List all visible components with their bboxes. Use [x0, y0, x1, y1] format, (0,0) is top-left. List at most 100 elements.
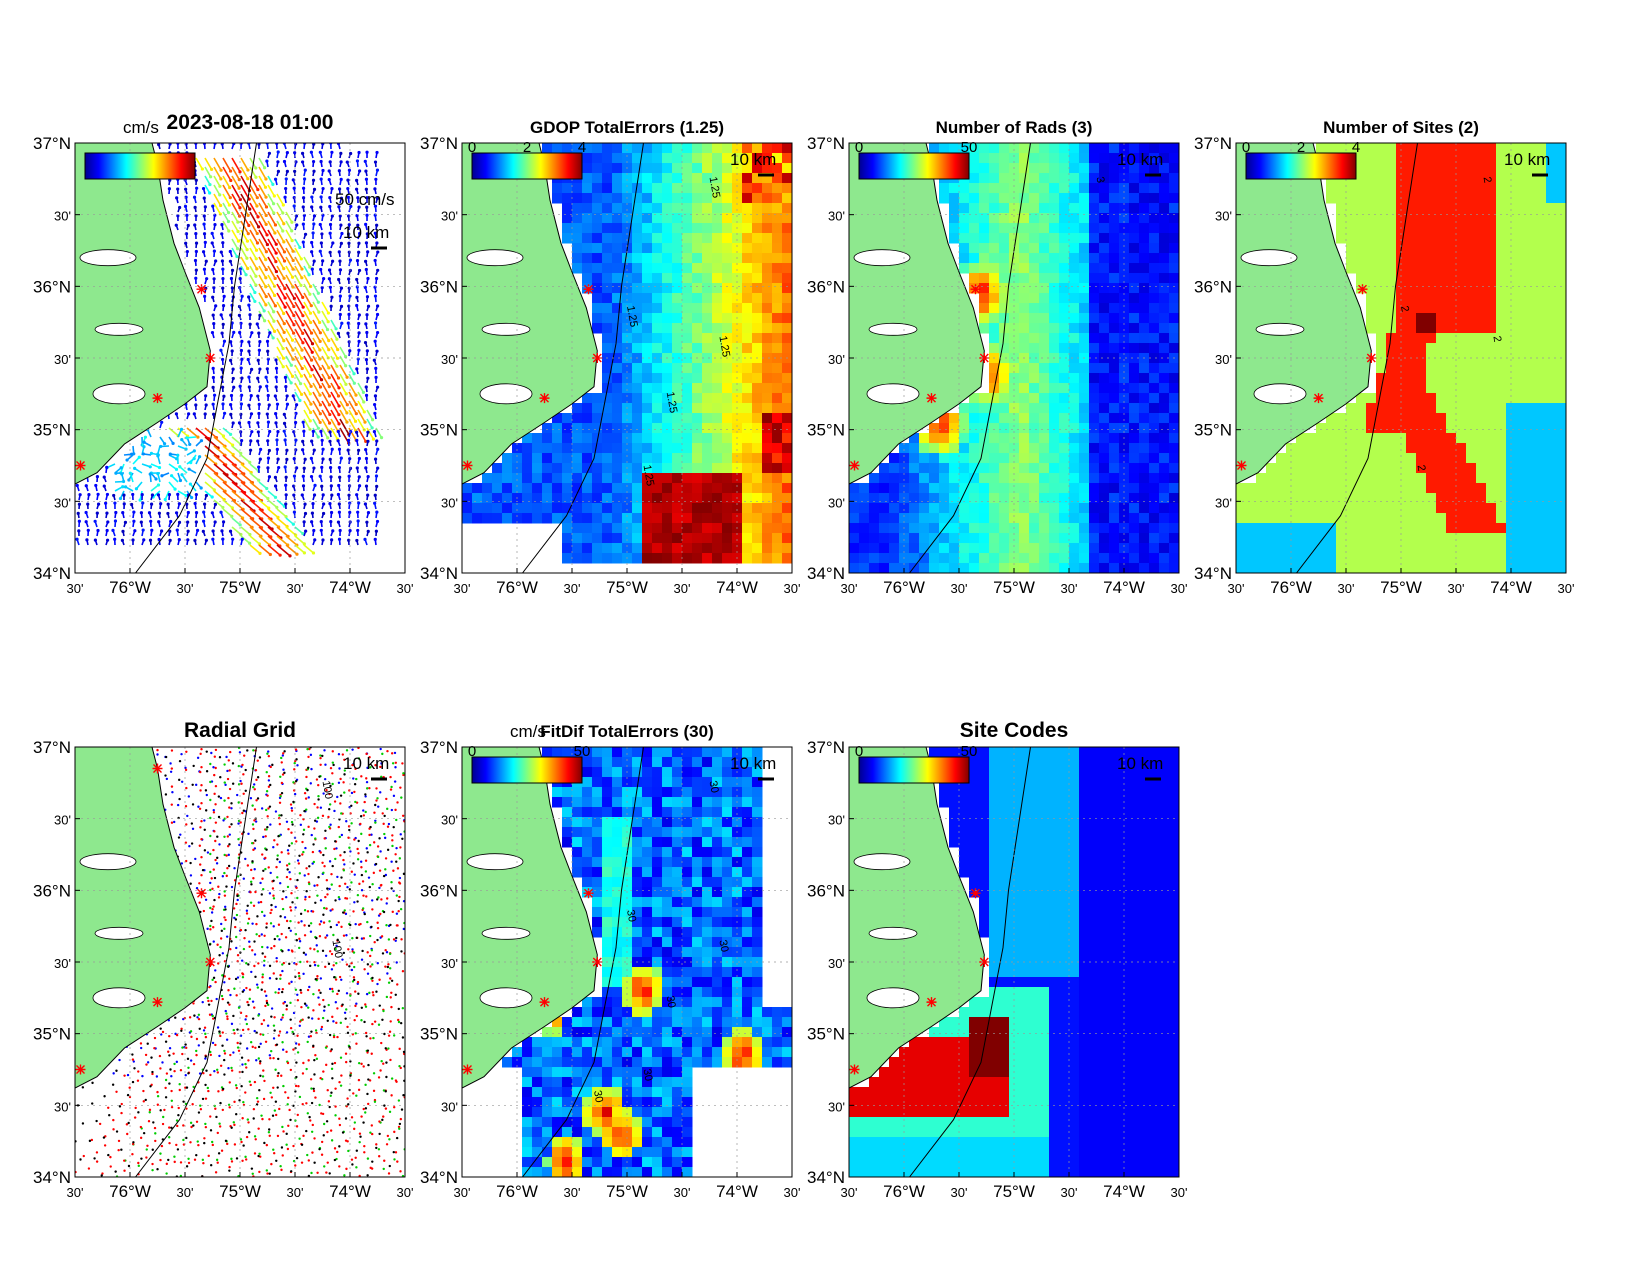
scale-bar: 10 km	[1117, 150, 1163, 177]
isobath-contour	[135, 747, 257, 1177]
lat-tick-label: 36°N	[807, 277, 845, 296]
map-area: 30 30 30 30 30 30	[462, 747, 792, 1177]
lat-tick-label: 30'	[828, 1099, 845, 1114]
gridlines	[462, 747, 792, 1177]
lat-tick-label: 34°N	[807, 564, 845, 583]
panel-title: Number of Sites (2)	[1323, 118, 1479, 137]
contour-label: 1.25	[664, 391, 680, 414]
lon-tick-label: 30'	[1228, 581, 1245, 596]
radar-site-marker	[849, 460, 860, 471]
lon-tick-label: 76°W	[496, 578, 538, 597]
lon-tick-label: 74°W	[716, 1182, 758, 1201]
lon-tick-label: 76°W	[109, 1182, 151, 1201]
sound-water	[92, 987, 146, 1009]
lat-tick-label: 34°N	[1194, 564, 1232, 583]
radar-site-marker	[205, 957, 216, 967]
scale-bar-label: 10 km	[1117, 754, 1163, 773]
lon-tick-label: 30'	[1558, 581, 1575, 596]
radar-site-marker	[583, 284, 594, 295]
lon-tick-label: 30'	[454, 581, 471, 596]
colorbar-gradient	[84, 152, 196, 180]
radar-site-marker	[849, 1064, 860, 1075]
sound-water	[1240, 249, 1298, 267]
panel-title: Site Codes	[960, 719, 1069, 742]
lat-tick-label: 36°N	[420, 881, 458, 900]
lat-tick-label: 37°N	[420, 738, 458, 757]
radar-site-marker	[583, 888, 594, 899]
colorbar: 0 2 4	[1242, 139, 1360, 180]
lon-tick-label: 30'	[841, 581, 858, 596]
lat-tick-label: 35°N	[420, 421, 458, 440]
sound-water	[1255, 322, 1305, 336]
isobath-contour	[522, 143, 644, 573]
lat-tick-label: 34°N	[420, 1168, 458, 1187]
lon-tick-label: 30'	[1061, 1185, 1078, 1200]
lat-tick-label: 36°N	[1194, 277, 1232, 296]
scale-bar-label: 10 km	[1504, 150, 1550, 169]
gridlines	[75, 143, 405, 573]
lon-tick-label: 30'	[1061, 581, 1078, 596]
gridlines	[849, 747, 1179, 1177]
field-grid	[502, 747, 792, 1177]
isobath-contour	[135, 143, 257, 573]
lon-tick-label: 76°W	[109, 578, 151, 597]
gridlines	[75, 747, 405, 1177]
lon-tick-label: 30'	[951, 1185, 968, 1200]
scale-bar: 10 km	[730, 754, 776, 781]
panel-title: FitDif TotalErrors (30)	[540, 722, 713, 741]
map-area	[849, 747, 1179, 1177]
contour-label: 30	[591, 1089, 605, 1103]
sound-water	[92, 383, 146, 405]
contour-label: 2	[1398, 305, 1411, 313]
lon-tick-label: 30'	[1171, 1185, 1188, 1200]
lon-tick-label: 30'	[1338, 581, 1355, 596]
lat-tick-label: 30'	[441, 1099, 458, 1114]
isobath-contour	[522, 747, 644, 1177]
figure-timestamp-title: 2023-08-18 01:00	[167, 111, 334, 134]
colorbar-gradient	[858, 756, 970, 784]
radar-site-marker	[1236, 460, 1247, 471]
colorbar-tick-label: 0	[855, 743, 863, 760]
colorbar-tick-label: 50	[574, 743, 591, 760]
lat-tick-label: 30'	[441, 495, 458, 510]
panel-p3: 3 0 50 10 km Number of Rads (3) 37°N 30' 36°N 30…	[807, 118, 1187, 597]
field-grid	[462, 143, 792, 564]
lat-tick-label: 37°N	[420, 134, 458, 153]
isobath-contour	[909, 747, 1031, 1177]
lon-tick-label: 30'	[287, 581, 304, 596]
lon-tick-label: 74°W	[1103, 578, 1145, 597]
scale-bar: 10 km	[343, 754, 389, 781]
lat-tick-label: 30'	[828, 495, 845, 510]
radar-site-marker	[539, 393, 550, 404]
lon-tick-label: 30'	[287, 1185, 304, 1200]
lon-tick-label: 76°W	[496, 1182, 538, 1201]
sound-water	[1253, 383, 1307, 405]
lon-tick-label: 30'	[564, 1185, 581, 1200]
vector-scale-label: 50 cm/s	[335, 190, 395, 209]
lat-tick-label: 34°N	[807, 1168, 845, 1187]
radar-site-marker	[970, 888, 981, 899]
lon-tick-label: 74°W	[1103, 1182, 1145, 1201]
radial-grid-points	[75, 747, 405, 1177]
sound-water	[479, 383, 533, 405]
radar-site-marker	[196, 284, 207, 295]
isobath-contour	[1296, 143, 1418, 573]
gridlines	[1236, 143, 1566, 573]
lat-tick-label: 30'	[828, 209, 845, 224]
lon-tick-label: 30'	[67, 1185, 84, 1200]
radar-site-marker	[462, 460, 473, 471]
contour-label: 30	[716, 939, 730, 953]
panel-title: Number of Rads (3)	[936, 118, 1093, 137]
lat-tick-label: 30'	[54, 956, 71, 971]
lon-tick-label: 30'	[454, 1185, 471, 1200]
lat-tick-label: 30'	[1215, 495, 1232, 510]
colorbar: 0 50	[855, 743, 977, 784]
lat-tick-label: 37°N	[33, 134, 71, 153]
colorbar-tick-label: 2	[523, 139, 531, 156]
colorbar: 0 2 4	[468, 139, 586, 180]
sound-water	[94, 322, 144, 336]
sound-water	[79, 853, 137, 871]
lon-tick-label: 30'	[951, 581, 968, 596]
colorbar-gradient	[471, 756, 583, 784]
